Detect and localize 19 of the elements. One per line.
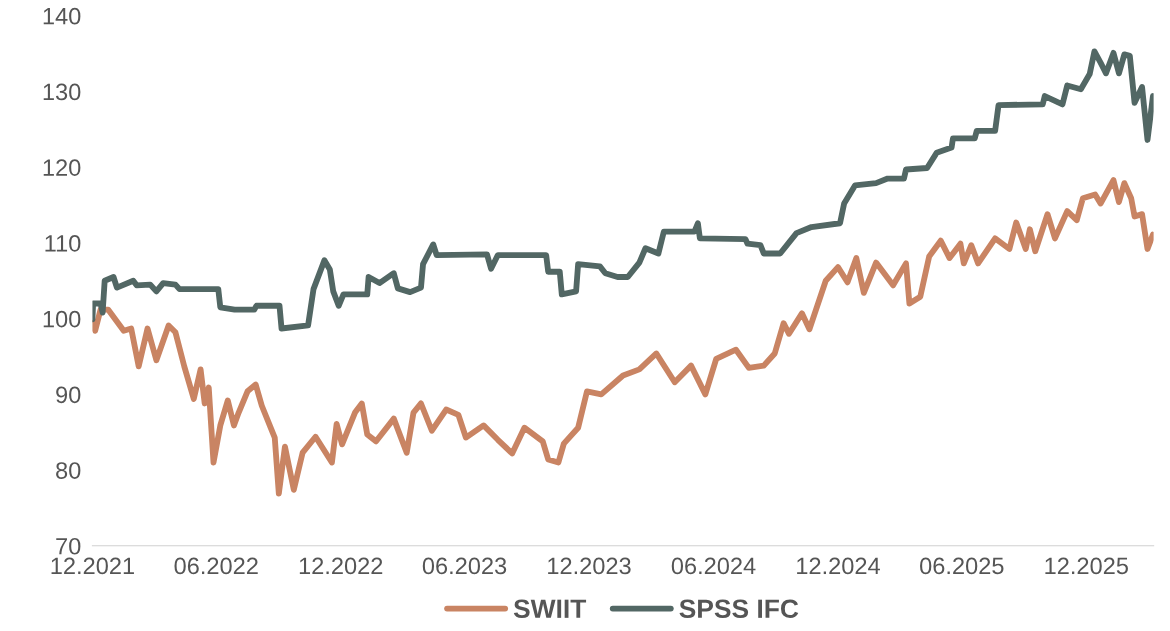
- y-tick-label: 130: [43, 83, 81, 101]
- y-tick-label: 100: [43, 310, 81, 328]
- x-tick-label: 12.2024: [797, 557, 880, 575]
- y-tick-label: 140: [43, 7, 81, 25]
- x-tick-label: 06.2023: [422, 557, 507, 575]
- y-tick-label: 120: [43, 159, 81, 176]
- y-tick-label: 80: [56, 462, 81, 479]
- x-tick-label: 12.2022: [299, 557, 383, 575]
- y-tick-label: 110: [45, 235, 81, 252]
- x-tick-label: 12.2025: [1045, 557, 1128, 575]
- y-tick-label: 70: [56, 537, 81, 555]
- x-tick-label: 06.2025: [920, 557, 1004, 575]
- legend-label: SPSS IFC: [679, 599, 799, 619]
- y-tick-label: 90: [56, 386, 81, 404]
- legend-label: SWIIT: [513, 599, 587, 619]
- x-tick-label: 06.2024: [671, 557, 756, 575]
- x-tick-label: 06.2022: [174, 557, 258, 575]
- x-tick-label: 12.2021: [51, 557, 134, 575]
- x-tick-label: 12.2023: [548, 557, 631, 575]
